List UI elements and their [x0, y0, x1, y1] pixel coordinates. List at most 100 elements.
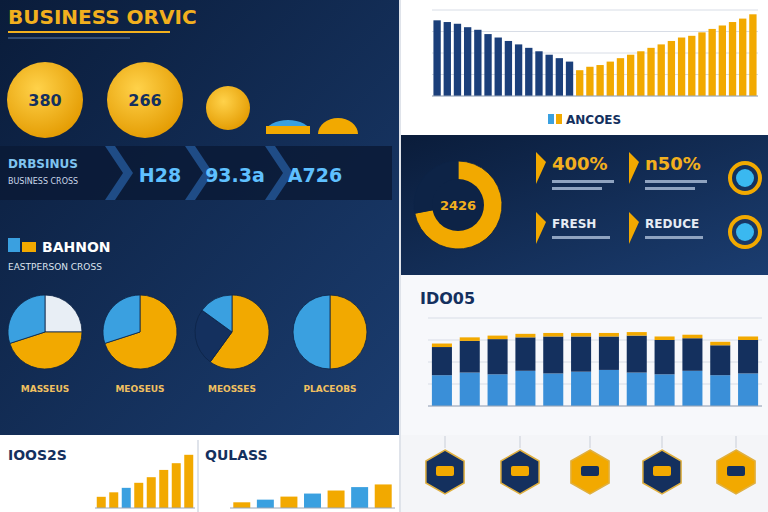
bar	[545, 55, 552, 96]
arrow	[629, 212, 639, 244]
chevron	[105, 146, 133, 200]
bar	[351, 487, 368, 508]
slice	[415, 161, 502, 249]
kpi-value: 380	[28, 91, 61, 110]
stat-value: 400%	[552, 153, 608, 174]
bar	[454, 24, 461, 96]
title: BUSINESS ORVIC	[8, 5, 197, 29]
underline	[8, 38, 130, 39]
text-line	[552, 180, 614, 183]
bar	[668, 41, 675, 96]
bar	[571, 336, 591, 371]
bar	[738, 340, 758, 373]
text-line	[645, 187, 695, 190]
bar	[599, 336, 619, 369]
bar	[184, 455, 193, 508]
chart-title: ANCOES	[566, 113, 621, 127]
bar	[488, 339, 508, 374]
bar	[134, 483, 143, 508]
bar	[738, 373, 758, 406]
bar	[460, 341, 480, 373]
ring-icon	[730, 163, 760, 193]
legend-swatch	[556, 114, 562, 124]
bar	[543, 373, 563, 406]
bars	[432, 332, 758, 406]
bar	[484, 34, 491, 96]
chart-title: MEOSEUS	[115, 384, 164, 394]
bar	[710, 345, 730, 375]
bar	[607, 62, 614, 96]
bar	[147, 477, 156, 508]
bar	[719, 25, 726, 96]
hex-badge	[643, 450, 681, 494]
slice	[8, 295, 45, 343]
bar	[444, 22, 451, 96]
bar	[432, 344, 452, 348]
hex-icon	[511, 466, 529, 476]
bar	[109, 492, 118, 508]
deco-pill	[266, 126, 310, 134]
bar	[304, 494, 321, 508]
banner-value: A726	[288, 164, 342, 186]
bar	[535, 51, 542, 96]
panel-bg	[0, 0, 400, 435]
baseline	[432, 96, 758, 97]
legend-swatch	[548, 114, 554, 124]
bar	[505, 41, 512, 96]
banner-bg	[0, 146, 392, 200]
connector	[445, 436, 446, 448]
bar	[97, 497, 106, 508]
bar	[576, 70, 583, 96]
bar	[655, 374, 675, 406]
connector	[662, 436, 663, 448]
ring-icon	[736, 223, 754, 241]
underline	[8, 31, 170, 33]
bar	[433, 20, 440, 96]
bar	[515, 371, 535, 406]
bar	[637, 51, 644, 96]
slice	[293, 295, 330, 369]
banner-value: H28	[139, 164, 181, 186]
chart-title: IOOS2S	[8, 447, 67, 463]
bar	[488, 336, 508, 340]
hex-badge	[501, 450, 539, 494]
bar	[599, 333, 619, 337]
panel-bg	[400, 435, 768, 512]
divider	[197, 440, 199, 512]
bar	[525, 48, 532, 96]
bar	[599, 370, 619, 406]
arrow	[536, 212, 546, 244]
panel-bg	[400, 135, 768, 275]
bar	[515, 44, 522, 96]
bar	[682, 338, 702, 371]
stat-label: REDUCE	[645, 217, 699, 231]
bar	[658, 44, 665, 96]
bar	[738, 336, 758, 340]
connector	[520, 436, 521, 448]
chart-title: IDO05	[420, 289, 475, 308]
chart-title: MEOSSES	[208, 384, 256, 394]
bar	[515, 334, 535, 338]
slice	[202, 295, 232, 332]
bar	[627, 332, 647, 336]
deco-circle	[206, 86, 250, 130]
bars	[433, 14, 756, 96]
baseline	[230, 508, 395, 509]
text-line	[552, 187, 602, 190]
bar	[688, 36, 695, 96]
section-title: BAHNON	[42, 239, 111, 255]
bar	[474, 30, 481, 96]
bar	[571, 333, 591, 337]
bar	[627, 55, 634, 96]
hex-icon	[727, 466, 745, 476]
banner-value: 93.3a	[205, 164, 265, 186]
bar	[710, 342, 730, 346]
grid-line	[428, 318, 762, 319]
bars	[233, 484, 391, 508]
bar	[257, 500, 274, 508]
bar	[729, 22, 736, 96]
baseline	[95, 508, 195, 509]
bar	[596, 65, 603, 96]
hex-badge	[717, 450, 755, 494]
divider	[399, 0, 401, 512]
